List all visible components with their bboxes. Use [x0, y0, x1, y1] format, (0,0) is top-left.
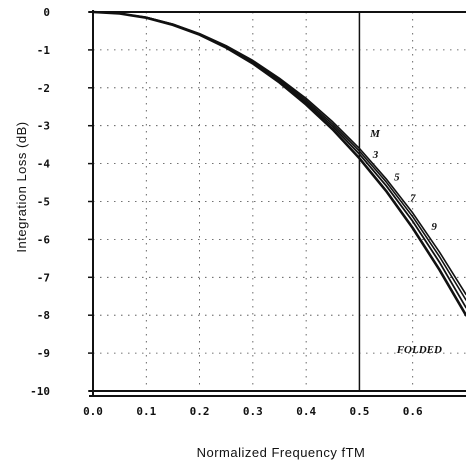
y-tick-label: -8: [37, 309, 50, 322]
y-tick-label: -9: [37, 347, 50, 360]
y-tick-label: -2: [37, 82, 50, 95]
tick-labels: 0 -1 -2 -3 -4 -5 -6 -7 -8 -9 -10 0.0 0.1 0.2 0.3 0.4 0.5…: [30, 6, 423, 418]
y-tick-label: -3: [37, 120, 50, 133]
curve-label: 7: [410, 193, 416, 205]
plot-frame: [88, 10, 466, 397]
series-line-m3: [91, 10, 466, 317]
annotations: 3 57 9 M FOLDED: [369, 128, 442, 356]
x-tick-label: 0.2: [190, 405, 210, 418]
annotation-label: M: [369, 128, 381, 140]
x-tick-label: 0.4: [296, 405, 316, 418]
y-tick-label: -7: [37, 271, 50, 284]
x-axis-title: Normalized Frequency fTM: [197, 445, 366, 460]
series-line-m7: [92, 11, 466, 301]
curve-label: 3: [372, 149, 379, 161]
y-tick-label: -4: [37, 158, 51, 171]
annotation-label: FOLDED: [396, 344, 442, 356]
x-tick-label: 0.0: [83, 405, 103, 418]
series-line-m9: [92, 11, 466, 296]
series-group: [91, 10, 466, 317]
x-tick-label: 0.3: [243, 405, 263, 418]
curve-label: 5: [394, 172, 400, 184]
x-tick-label: 0.6: [403, 405, 423, 418]
curve-label: 9: [431, 221, 437, 233]
y-tick-label: -6: [37, 233, 51, 246]
x-tick-label: 0.5: [349, 405, 369, 418]
y-axis-title: Integration Loss (dB): [14, 121, 29, 252]
y-tick-label: -1: [37, 44, 51, 57]
series-line-m5: [92, 11, 466, 309]
x-tick-label: 0.1: [136, 405, 156, 418]
y-tick-label: -10: [30, 385, 50, 398]
y-tick-label: 0: [43, 6, 50, 19]
y-tick-label: -5: [37, 196, 50, 209]
